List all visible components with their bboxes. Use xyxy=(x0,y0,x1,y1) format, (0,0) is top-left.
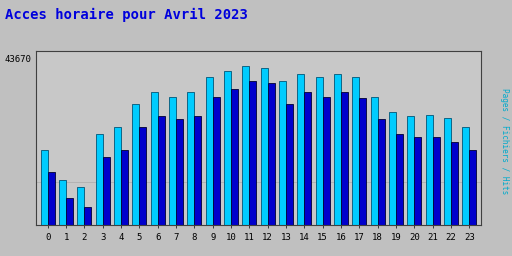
Bar xyxy=(389,112,396,256)
Bar xyxy=(77,187,84,256)
Bar xyxy=(48,172,55,256)
Bar xyxy=(242,66,249,256)
Bar xyxy=(41,150,48,256)
Bar xyxy=(279,81,286,256)
Bar xyxy=(187,92,195,256)
Bar xyxy=(316,77,323,256)
Bar xyxy=(451,142,458,256)
Bar xyxy=(176,119,183,256)
Text: Acces horaire pour Avril 2023: Acces horaire pour Avril 2023 xyxy=(5,8,248,22)
Bar xyxy=(59,180,66,256)
Bar xyxy=(371,97,378,256)
Bar xyxy=(268,83,275,256)
Bar xyxy=(378,119,385,256)
Bar xyxy=(66,198,73,256)
Bar xyxy=(341,92,348,256)
Bar xyxy=(426,115,433,256)
Bar xyxy=(286,104,293,256)
Bar xyxy=(84,207,91,256)
Bar xyxy=(133,104,139,256)
Bar xyxy=(433,137,440,256)
Bar xyxy=(334,74,341,256)
Bar xyxy=(408,116,414,256)
Bar xyxy=(231,89,238,256)
Bar xyxy=(139,127,146,256)
Bar xyxy=(206,77,212,256)
Bar xyxy=(151,92,158,256)
Bar xyxy=(261,68,268,256)
Bar xyxy=(297,74,305,256)
Bar xyxy=(114,127,121,256)
Bar xyxy=(462,127,470,256)
Bar xyxy=(212,97,220,256)
Bar xyxy=(224,71,231,256)
Bar xyxy=(96,134,103,256)
Bar xyxy=(470,150,476,256)
Bar xyxy=(414,137,421,256)
Bar xyxy=(359,98,367,256)
Bar xyxy=(396,134,403,256)
Bar xyxy=(249,81,257,256)
Text: Pages / Fichiers / Hits: Pages / Fichiers / Hits xyxy=(500,88,509,194)
Bar xyxy=(323,97,330,256)
Bar xyxy=(305,92,311,256)
Bar xyxy=(158,116,165,256)
Bar xyxy=(444,118,451,256)
Bar xyxy=(169,97,176,256)
Bar xyxy=(103,157,110,256)
Bar xyxy=(121,150,128,256)
Bar xyxy=(352,77,359,256)
Bar xyxy=(195,116,201,256)
